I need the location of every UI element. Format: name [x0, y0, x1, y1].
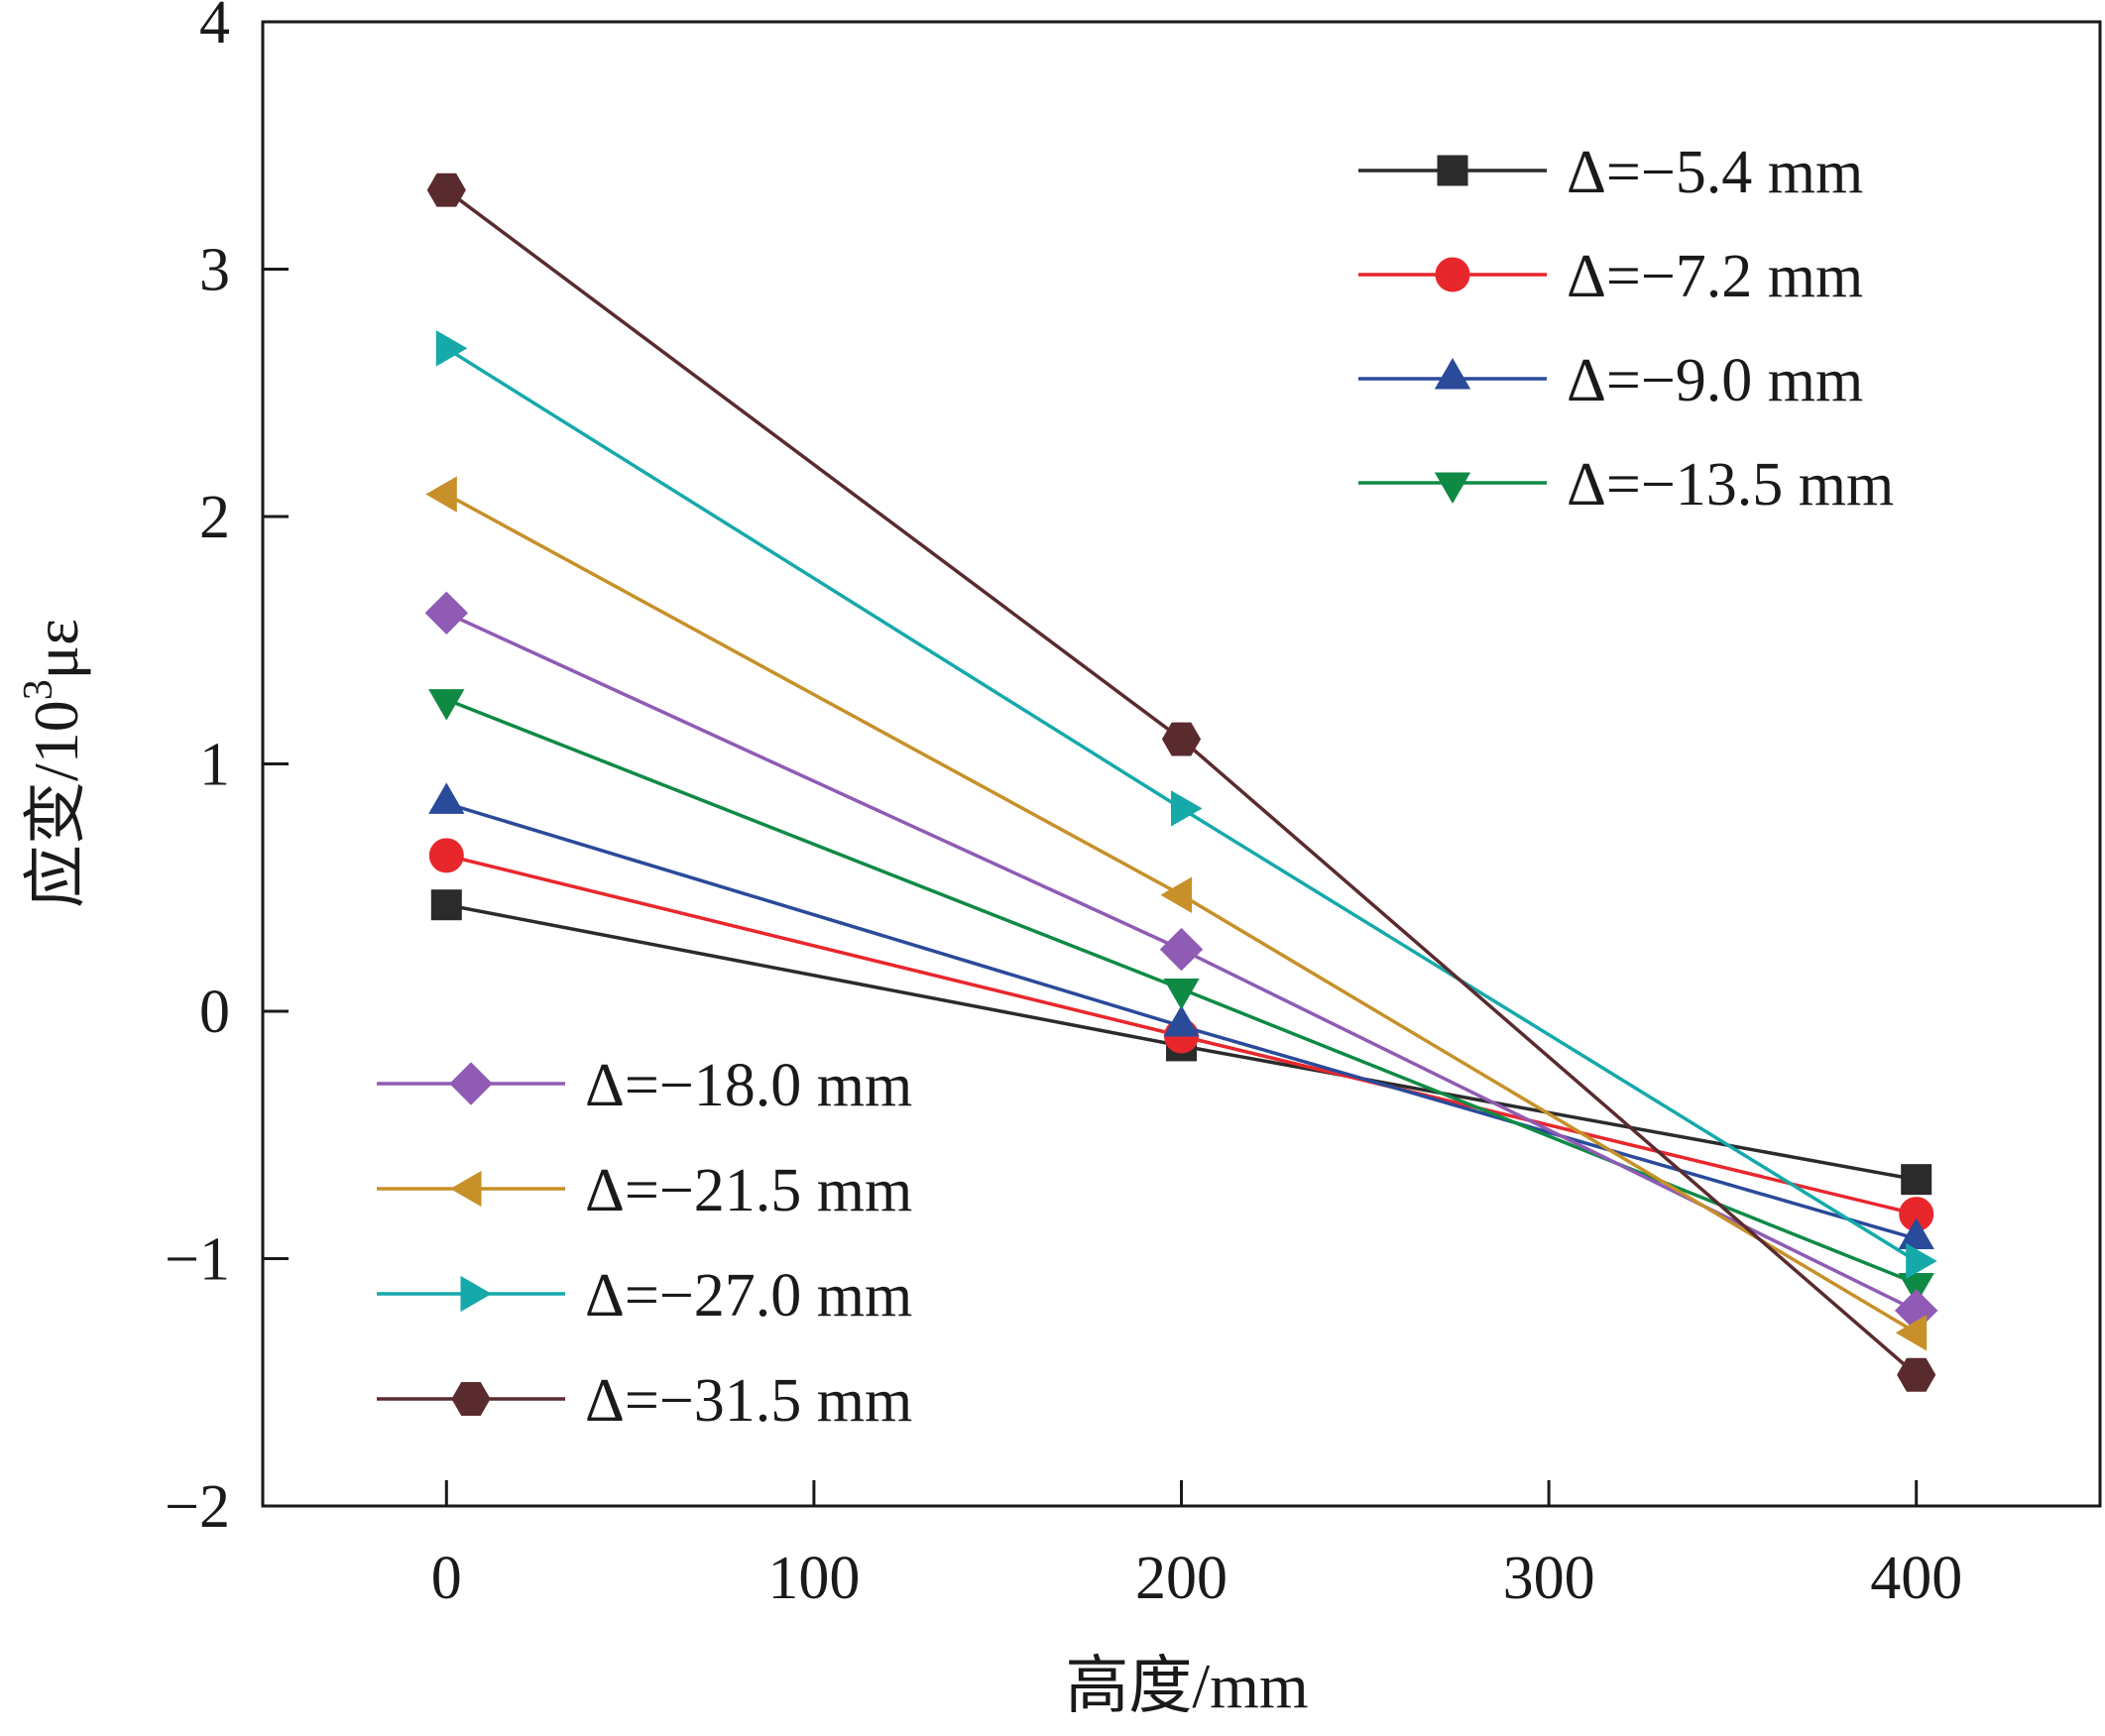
y-tick-label: 3	[199, 237, 230, 304]
data-point	[1163, 979, 1200, 1010]
legend-marker	[449, 1062, 493, 1105]
x-axis-label: 高度/mm	[1065, 1651, 1308, 1721]
y-tick-label: 2	[199, 484, 230, 551]
legend-label: Δ=−31.5 mm	[585, 1367, 912, 1435]
series-layer	[424, 173, 1938, 1392]
x-tick-label: 200	[1135, 1545, 1228, 1612]
legend-marker	[1437, 155, 1468, 186]
legend-item: Δ=−27.0 mm	[377, 1262, 912, 1330]
legend-marker	[460, 1275, 493, 1313]
data-point	[1895, 1315, 1928, 1351]
y-axis-label-main: 应变/10	[21, 700, 91, 908]
legend-marker	[451, 1382, 491, 1416]
y-tick-label: 0	[199, 979, 230, 1046]
legend-layer: Δ=−5.4 mmΔ=−7.2 mmΔ=−9.0 mmΔ=−13.5 mmΔ=−…	[377, 139, 1894, 1435]
data-point	[1897, 1357, 1936, 1392]
legend-label: Δ=−21.5 mm	[585, 1157, 912, 1224]
data-point	[1160, 876, 1192, 913]
legend-bottom-left: Δ=−18.0 mm Δ=−21.5 mm Δ=−27.0 mm Δ=−31.5 mm	[377, 1052, 912, 1435]
x-tick-label: 400	[1870, 1545, 1962, 1612]
legend-item: Δ=−13.5 mm	[1358, 451, 1894, 519]
legend-label: Δ=−13.5 mm	[1567, 451, 1894, 519]
legend-item: Δ=−9.0 mm	[1358, 347, 1863, 414]
y-tick-label: 1	[199, 732, 230, 799]
data-point	[1171, 790, 1203, 827]
series-5	[424, 591, 1938, 1332]
legend-item: Δ=−7.2 mm	[1358, 243, 1863, 310]
legend-top-right: Δ=−5.4 mm Δ=−7.2 mm Δ=−9.0 mm Δ=−13.5 mm	[1358, 139, 1894, 519]
y-tick-label: 4	[199, 0, 230, 57]
y-axis-label-exponent: 3	[16, 679, 61, 700]
series-8	[426, 173, 1936, 1392]
data-point	[425, 476, 457, 513]
x-tick-label: 0	[431, 1545, 462, 1612]
x-tick-label: 300	[1503, 1545, 1595, 1612]
legend-item: Δ=−18.0 mm	[377, 1052, 912, 1119]
data-point	[1163, 1004, 1200, 1037]
legend-item: Δ=−21.5 mm	[377, 1157, 912, 1224]
legend-label: Δ=−9.0 mm	[1567, 347, 1863, 414]
legend-label: Δ=−18.0 mm	[585, 1052, 912, 1119]
data-point	[428, 782, 465, 814]
data-point	[1898, 1217, 1934, 1249]
data-point	[1901, 1164, 1932, 1196]
legend-label: Δ=−7.2 mm	[1567, 243, 1863, 310]
legend-marker	[1435, 257, 1470, 292]
legend-item: Δ=−5.4 mm	[1358, 139, 1863, 206]
data-point	[428, 689, 465, 721]
data-point	[1898, 1273, 1934, 1305]
data-point	[435, 330, 468, 367]
data-point	[1906, 1242, 1937, 1280]
data-point	[1161, 722, 1202, 756]
x-axis: 0 100 200 300 400	[431, 1480, 1962, 1612]
legend-item: Δ=−31.5 mm	[377, 1367, 912, 1435]
series-7	[435, 330, 1937, 1280]
data-point	[430, 889, 462, 921]
data-point	[424, 591, 469, 636]
legend-marker	[449, 1170, 482, 1208]
x-tick-label: 100	[767, 1545, 860, 1612]
y-tick-label: −1	[165, 1226, 230, 1294]
y-tick-label: −2	[165, 1473, 230, 1541]
series-6	[425, 476, 1928, 1351]
y-axis-label: 应变/103με	[16, 619, 91, 908]
legend-marker	[1434, 357, 1471, 390]
data-point	[426, 173, 466, 207]
legend-marker	[1434, 472, 1471, 505]
legend-label: Δ=−27.0 mm	[585, 1262, 912, 1330]
y-axis-label-unit: με	[21, 619, 91, 679]
data-point	[1159, 927, 1204, 972]
y-axis: −2 −1 0 1 2 3 4	[165, 0, 289, 1541]
data-point	[428, 838, 464, 873]
legend-label: Δ=−5.4 mm	[1567, 139, 1863, 206]
series-3	[428, 782, 1934, 1249]
